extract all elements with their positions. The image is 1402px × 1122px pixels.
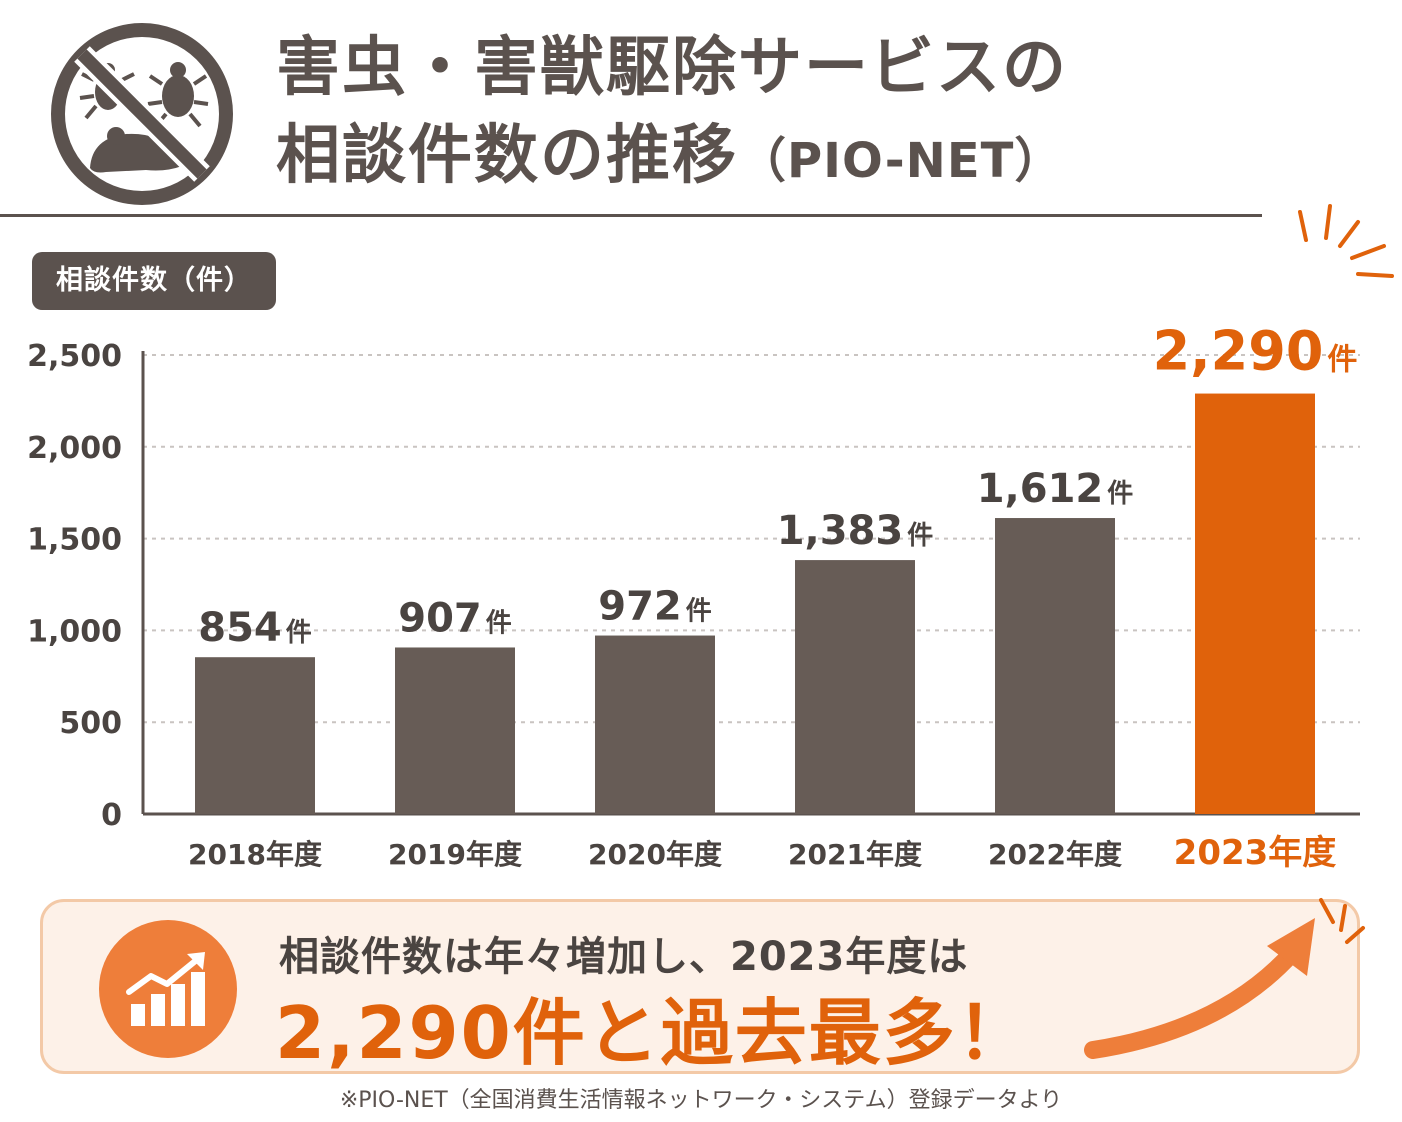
bar-value: 907 bbox=[398, 595, 482, 641]
x-tick-label: 2023年度 bbox=[1174, 833, 1337, 873]
y-tick-label: 1,500 bbox=[27, 523, 122, 558]
upward-arrow-icon bbox=[1084, 898, 1365, 1059]
bar-value-unit: 件 bbox=[1107, 479, 1133, 509]
y-tick-label: 1,000 bbox=[27, 614, 122, 649]
bar-value-label: 854 件 bbox=[198, 605, 312, 651]
bar bbox=[795, 560, 915, 814]
x-tick-label: 2018年度 bbox=[188, 838, 322, 871]
bar bbox=[595, 635, 715, 814]
bar-value: 1,612 bbox=[977, 466, 1104, 512]
summary-text-line-1: 相談件数は年々増加し、2023年度は bbox=[279, 934, 969, 980]
y-axis-label: 相談件数（件） bbox=[32, 252, 276, 310]
title-line-2: 相談件数の推移（PIO-NET） bbox=[276, 112, 1068, 205]
bar-value-label: 1,383 件 bbox=[777, 508, 934, 554]
y-tick-label: 0 bbox=[101, 798, 122, 833]
title-source-suffix: （PIO-NET） bbox=[738, 133, 1064, 189]
x-tick-label: 2019年度 bbox=[388, 838, 522, 871]
bar bbox=[195, 657, 315, 814]
title-line-1: 害虫・害獣駆除サービスの bbox=[276, 31, 1068, 105]
bar-value: 1,383 bbox=[777, 508, 904, 554]
bar-value: 854 bbox=[198, 605, 282, 651]
bar bbox=[395, 647, 515, 814]
bar-value-label: 2,290 件 bbox=[1153, 320, 1358, 383]
bar-value: 972 bbox=[598, 584, 682, 630]
bar-value-unit: 件 bbox=[1327, 343, 1357, 378]
page-title: 害虫・害獣駆除サービスの 相談件数の推移（PIO-NET） bbox=[276, 24, 1068, 205]
title-line-2-main: 相談件数の推移 bbox=[276, 119, 738, 193]
x-tick-label: 2022年度 bbox=[988, 838, 1122, 871]
source-footnote: ※PIO-NET（全国消費生活情報ネットワーク・システム）登録データより bbox=[339, 1088, 1063, 1113]
bar bbox=[995, 518, 1115, 814]
bar-value-unit: 件 bbox=[286, 618, 312, 648]
bar-value-unit: 件 bbox=[907, 521, 933, 551]
y-tick-label: 500 bbox=[59, 706, 122, 741]
highlight-burst-icon bbox=[1298, 204, 1394, 278]
bar-value-unit: 件 bbox=[686, 597, 712, 627]
y-tick-label: 2,500 bbox=[27, 339, 122, 374]
summary-headline: 2,290件と過去最多！ bbox=[275, 991, 1031, 1075]
header-divider bbox=[0, 214, 1262, 217]
bar-value-label: 972 件 bbox=[598, 584, 712, 630]
rising-bar-chart-icon bbox=[99, 920, 237, 1058]
bar-value: 2,290 bbox=[1153, 320, 1324, 383]
bar bbox=[1195, 393, 1315, 814]
bar-value-label: 907 件 bbox=[398, 595, 512, 641]
y-tick-label: 2,000 bbox=[27, 431, 122, 466]
x-tick-label: 2020年度 bbox=[588, 838, 722, 871]
no-pests-icon bbox=[51, 23, 233, 205]
summary-box: 相談件数は年々増加し、2023年度は 2,290件と過去最多！ bbox=[40, 898, 1365, 1075]
bar-value-label: 1,612 件 bbox=[977, 466, 1134, 512]
x-tick-label: 2021年度 bbox=[788, 838, 922, 871]
bar-value-unit: 件 bbox=[486, 608, 512, 638]
